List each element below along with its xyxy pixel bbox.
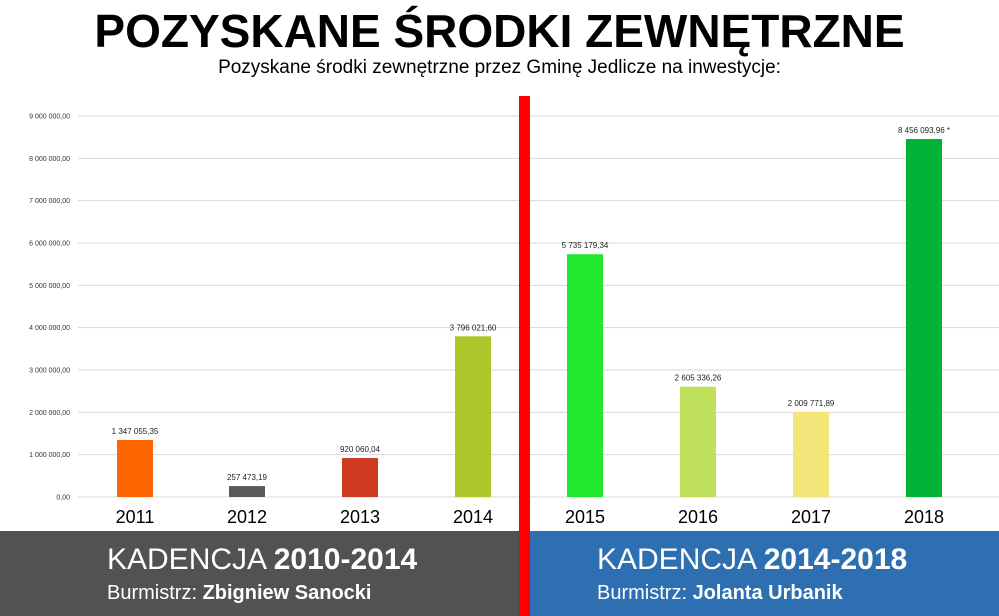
chart-title: POZYSKANE ŚRODKI ZEWNĘTRZNE	[94, 5, 905, 57]
data-label-2013: 920 060,04	[340, 445, 381, 454]
x-label-2016: 2016	[678, 507, 718, 527]
data-label-2012: 257 473,19	[227, 473, 268, 482]
x-label-2013: 2013	[340, 507, 380, 527]
x-axis-labels: 2011 2012 2013 2014 2015 2016 2017 2018	[116, 507, 944, 527]
term-label-right: KADENCJA	[597, 543, 756, 576]
x-label-2012: 2012	[227, 507, 267, 527]
y-tick-label: 1 000 000,00	[29, 452, 70, 459]
term-heading-left: KADENCJA 2010-2014	[107, 542, 417, 578]
y-tick-label: 6 000 000,00	[29, 241, 70, 248]
y-tick-label: 9 000 000,00	[29, 114, 70, 121]
data-label-2018: 8 456 093,96 *	[898, 126, 950, 135]
data-label-2015: 5 735 179,34	[562, 241, 609, 250]
y-tick-label: 5 000 000,00	[29, 283, 70, 290]
mayor-line-right: Burmistrz: Jolanta Urbanik	[597, 581, 843, 605]
data-label-2016: 2 605 336,26	[675, 374, 722, 383]
bars	[117, 139, 942, 497]
data-labels: 1 347 055,35 257 473,19 920 060,04 3 796 02…	[112, 126, 950, 482]
y-axis-ticks: 0,00 1 000 000,00 2 000 000,00 3 000 000,00…	[29, 114, 70, 502]
mayor-label-left: Burmistrz:	[107, 582, 197, 604]
x-label-2014: 2014	[453, 507, 493, 527]
x-label-2011: 2011	[116, 507, 155, 527]
data-label-2017: 2 009 771,89	[788, 399, 835, 408]
term-label-left: KADENCJA	[107, 543, 266, 576]
y-tick-label: 8 000 000,00	[29, 156, 70, 163]
bar-2018	[906, 139, 942, 497]
y-tick-label: 2 000 000,00	[29, 410, 70, 417]
bar-2011	[117, 439, 153, 497]
y-tick-label: 3 000 000,00	[29, 368, 70, 375]
bar-2013	[342, 458, 378, 497]
bar-2015	[567, 254, 603, 497]
x-label-2018: 2018	[904, 507, 944, 527]
bar-2012	[229, 486, 265, 497]
bar-chart: 0,00 1 000 000,00 2 000 000,00 3 000 000,00…	[29, 114, 999, 527]
data-label-2011: 1 347 055,35	[112, 427, 159, 436]
mayor-label-right: Burmistrz:	[597, 582, 687, 604]
bar-2014	[455, 336, 491, 497]
data-label-2014: 3 796 021,60	[450, 323, 497, 332]
bar-2017	[793, 411, 829, 497]
bar-2016	[680, 386, 716, 497]
term-years-left: 2010-2014	[273, 543, 418, 576]
y-tick-label: 4 000 000,00	[29, 325, 70, 332]
y-tick-label: 0,00	[56, 495, 70, 502]
x-label-2015: 2015	[565, 507, 605, 527]
term-panel-right: KADENCJA 2014-2018 Burmistrz: Jolanta Ur…	[530, 531, 999, 616]
mayor-name-right: Jolanta Urbanik	[692, 582, 843, 604]
chart-subtitle: Pozyskane środki zewnętrzne przez Gminę …	[218, 57, 781, 78]
mayor-line-left: Burmistrz: Zbigniew Sanocki	[107, 581, 371, 605]
term-years-right: 2014-2018	[763, 543, 908, 576]
y-tick-label: 7 000 000,00	[29, 198, 70, 205]
mayor-name-left: Zbigniew Sanocki	[202, 582, 372, 604]
grid-lines	[78, 115, 999, 498]
term-panel-left: KADENCJA 2010-2014 Burmistrz: Zbigniew S…	[0, 531, 519, 616]
term-divider	[519, 96, 530, 616]
x-label-2017: 2017	[791, 507, 831, 527]
term-heading-right: KADENCJA 2014-2018	[597, 542, 907, 578]
